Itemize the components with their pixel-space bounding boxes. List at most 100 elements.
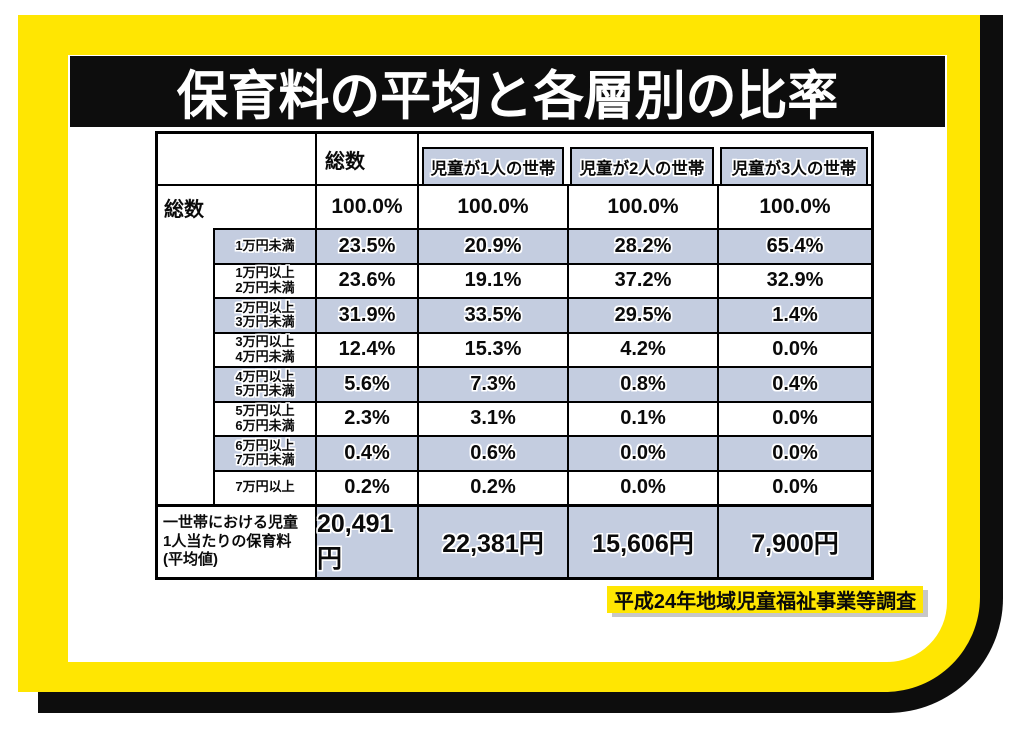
cell-value: 23.6% xyxy=(315,262,417,297)
tier-value: 31.9% xyxy=(338,303,396,326)
row-label-box: 1万円未満 xyxy=(213,228,315,263)
cell-value: 20,491円 xyxy=(315,507,417,577)
table-row-tier: 1万円以上 2万円未満 23.6% 19.1% 37.2% 32.9% xyxy=(158,262,871,298)
row-label-box: 3万円以上 4万円未満 xyxy=(213,331,315,366)
tier-label: 3万円以上 4万円未満 xyxy=(235,334,295,364)
tier-value: 23.6% xyxy=(338,269,396,292)
tier-value: 0.0% xyxy=(772,407,818,430)
cell-value: 3.1% xyxy=(417,400,567,435)
tier-label: 4万円以上 5万円未満 xyxy=(235,368,295,399)
row-indent xyxy=(158,435,213,470)
cell-value: 0.0% xyxy=(717,469,871,504)
tier-value: 0.2% xyxy=(470,476,516,499)
tier-value: 37.2% xyxy=(614,269,672,292)
source-note-text: 平成24年地域児童福祉事業等調査 xyxy=(613,591,917,613)
tier-value: 33.5% xyxy=(464,303,522,326)
table-row-tier: 1万円未満 23.5% 20.9% 28.2% 65.4% xyxy=(158,228,871,263)
row-label-box: 1万円以上 2万円未満 xyxy=(213,262,315,297)
cell-value: 20.9% xyxy=(417,228,567,263)
cell-value: 33.5% xyxy=(417,297,567,332)
tier-value: 0.0% xyxy=(772,441,818,464)
cell-value: 7.3% xyxy=(417,366,567,401)
title-bar: 保育料の平均と各層別の比率 xyxy=(70,56,945,127)
source-note: 平成24年地域児童福祉事業等調査 xyxy=(607,586,923,613)
cell-value: 15.3% xyxy=(417,331,567,366)
tier-value: 20.9% xyxy=(464,234,522,257)
tier-label: 5万円以上 6万円未満 xyxy=(235,403,295,433)
table-row-total: 総数 100.0% 100.0% 100.0% 100.0% xyxy=(158,186,871,228)
tier-value: 0.0% xyxy=(620,476,666,499)
average-value: 22,381円 xyxy=(442,530,544,558)
cell-value: 7,900円 xyxy=(717,507,871,577)
cell-value: 0.0% xyxy=(717,435,871,470)
tier-value: 5.6% xyxy=(344,372,390,395)
cell-value: 12.4% xyxy=(315,331,417,366)
row-indent xyxy=(158,401,213,436)
table-row-tier: 4万円以上 5万円未満 5.6% 7.3% 0.8% 0.4% xyxy=(158,366,871,401)
tier-label: 7万円以上 xyxy=(235,479,295,495)
row-indent xyxy=(158,366,213,401)
cell-value: 0.4% xyxy=(717,366,871,401)
row-label-box: 2万円以上 3万円未満 xyxy=(213,297,315,332)
tier-label: 1万円未満 xyxy=(235,237,295,253)
tier-value: 19.1% xyxy=(464,269,522,292)
content-area: 保育料の平均と各層別の比率 総数 児童が1人の世帯 児童が2人の世帯 xyxy=(68,55,947,662)
cell-value: 22,381円 xyxy=(417,507,567,577)
row-indent xyxy=(158,297,213,332)
table-row-tier: 6万円以上 7万円未満 0.4% 0.6% 0.0% 0.0% xyxy=(158,435,871,470)
cell-value: 29.5% xyxy=(567,297,717,332)
header-box: 児童が3人の世帯 xyxy=(720,147,868,184)
row-indent xyxy=(158,228,213,263)
cell-value: 1.4% xyxy=(717,297,871,332)
row-label: 一世帯における児童 1人当たりの保育料 (平均値) xyxy=(163,513,299,569)
tier-value: 0.0% xyxy=(772,476,818,499)
cell-value: 100.0% xyxy=(417,186,567,228)
average-value: 7,900円 xyxy=(751,530,839,558)
tier-value: 0.8% xyxy=(620,372,666,395)
header-label: 児童が1人の世帯 xyxy=(430,159,556,178)
tier-value: 0.0% xyxy=(772,338,818,361)
tier-value: 0.0% xyxy=(620,441,666,464)
header-two-children: 児童が2人の世帯 xyxy=(567,134,717,184)
header-box: 児童が1人の世帯 xyxy=(422,147,564,184)
row-indent xyxy=(158,332,213,367)
page-title: 保育料の平均と各層別の比率 xyxy=(176,66,839,126)
average-value: 15,606円 xyxy=(592,530,694,558)
header-box: 児童が2人の世帯 xyxy=(570,147,714,184)
header-three-children: 児童が3人の世帯 xyxy=(717,134,871,184)
cell-value: 19.1% xyxy=(417,262,567,297)
tier-value: 1.4% xyxy=(772,303,818,326)
tier-label: 2万円以上 3万円未満 xyxy=(235,299,295,330)
table-row-tier: 5万円以上 6万円未満 2.3% 3.1% 0.1% 0.0% xyxy=(158,400,871,436)
table-row-tier: 2万円以上 3万円未満 31.9% 33.5% 29.5% 1.4% xyxy=(158,297,871,332)
header-one-child: 児童が1人の世帯 xyxy=(417,134,567,184)
cell-value: 0.8% xyxy=(567,366,717,401)
row-label-box: 5万円以上 6万円未満 xyxy=(213,400,315,435)
tier-value: 7.3% xyxy=(470,372,516,395)
cell-value: 31.9% xyxy=(315,297,417,332)
tier-label: 6万円以上 7万円未満 xyxy=(235,437,295,468)
cell-value: 0.0% xyxy=(567,469,717,504)
row-label-box: 6万円以上 7万円未満 xyxy=(213,435,315,470)
cell-value: 32.9% xyxy=(717,262,871,297)
row-label-box: 7万円以上 xyxy=(213,469,315,504)
tier-value: 0.4% xyxy=(344,441,390,464)
row-indent xyxy=(158,263,213,298)
tier-value: 4.2% xyxy=(620,338,666,361)
cell-value: 0.0% xyxy=(567,435,717,470)
cell-value: 100.0% xyxy=(717,186,871,228)
table-row-tier: 3万円以上 4万円未満 12.4% 15.3% 4.2% 0.0% xyxy=(158,331,871,367)
tier-value: 0.4% xyxy=(772,372,818,395)
tier-value: 32.9% xyxy=(766,269,824,292)
tier-label: 1万円以上 2万円未満 xyxy=(235,265,295,295)
cell-value: 0.6% xyxy=(417,435,567,470)
row-label-box: 4万円以上 5万円未満 xyxy=(213,366,315,401)
row-label: 総数 xyxy=(164,198,204,221)
tier-value: 0.2% xyxy=(344,476,390,499)
tier-value: 23.5% xyxy=(338,234,396,257)
tier-value: 12.4% xyxy=(338,338,396,361)
header-label: 児童が2人の世帯 xyxy=(579,159,705,178)
table-row-tier: 7万円以上 0.2% 0.2% 0.0% 0.0% xyxy=(158,469,871,504)
tier-value: 2.3% xyxy=(344,407,390,430)
